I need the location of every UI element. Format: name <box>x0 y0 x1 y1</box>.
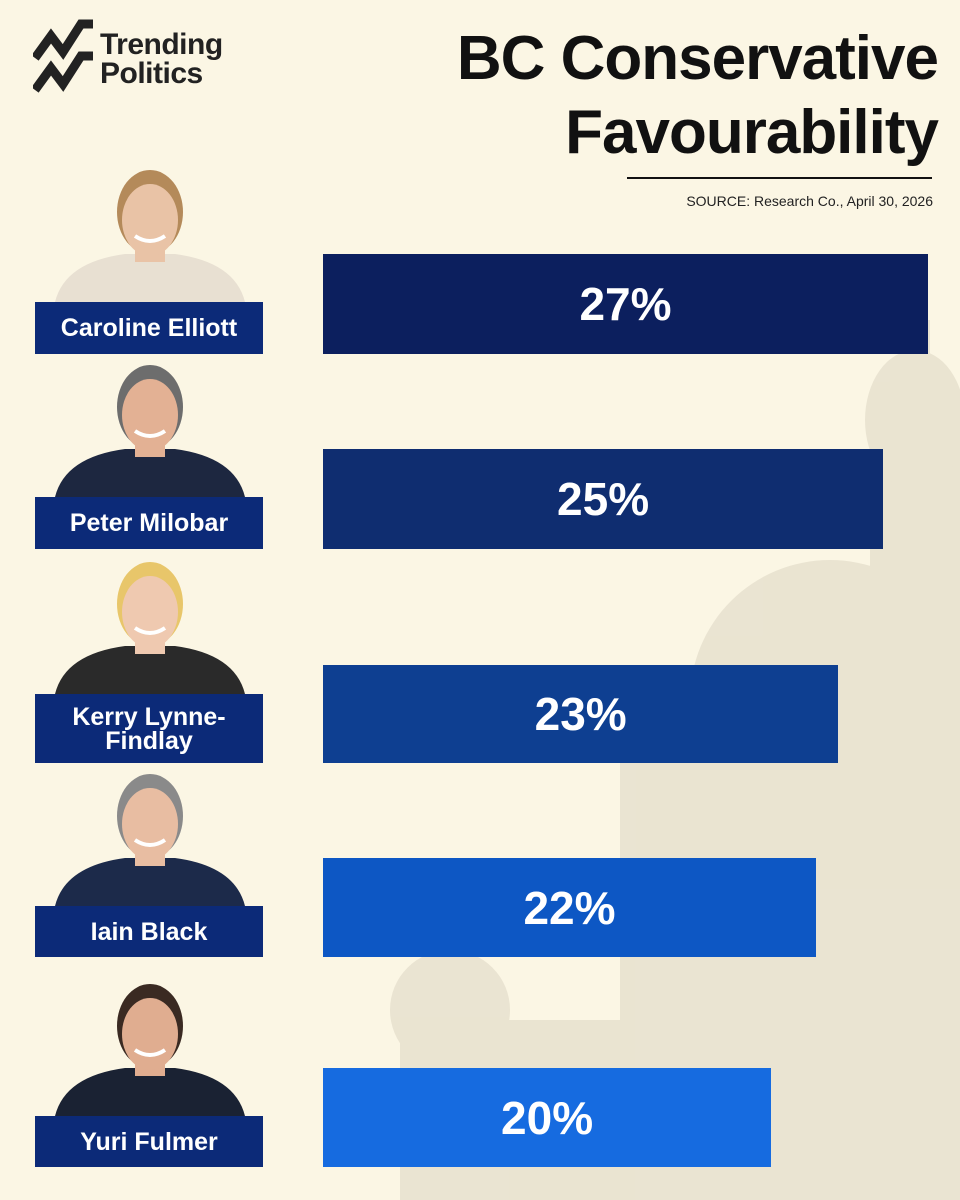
value-label: 22% <box>523 881 616 934</box>
bar: 22% <box>323 858 816 957</box>
value-label: 23% <box>534 688 627 740</box>
bar: 25% <box>323 449 884 549</box>
value-label: 27% <box>579 278 672 330</box>
chart-title: BC Conservative Favourability <box>456 24 939 167</box>
portrait <box>55 984 245 1116</box>
logo-text: Politics <box>100 57 203 90</box>
portrait <box>55 774 245 906</box>
logo-icon <box>33 19 93 93</box>
logo-text: Trending <box>100 28 223 61</box>
category-label: Yuri Fulmer <box>35 1116 263 1167</box>
category-label: Iain Black <box>35 906 263 957</box>
value-label: 25% <box>557 473 650 525</box>
title-rule <box>627 177 932 179</box>
portrait <box>55 365 245 497</box>
bar: 23% <box>323 665 839 763</box>
portrait <box>55 562 245 694</box>
bar: 27% <box>323 254 928 354</box>
source-note: SOURCE: Research Co., April 30, 2026 <box>686 193 933 209</box>
bar: 20% <box>323 1068 772 1167</box>
category-label: Peter Milobar <box>35 497 263 549</box>
portrait <box>55 170 245 302</box>
category-label: Caroline Elliott <box>35 302 263 354</box>
category-label: Kerry Lynne-Findlay <box>35 694 263 763</box>
value-label: 20% <box>501 1091 594 1144</box>
